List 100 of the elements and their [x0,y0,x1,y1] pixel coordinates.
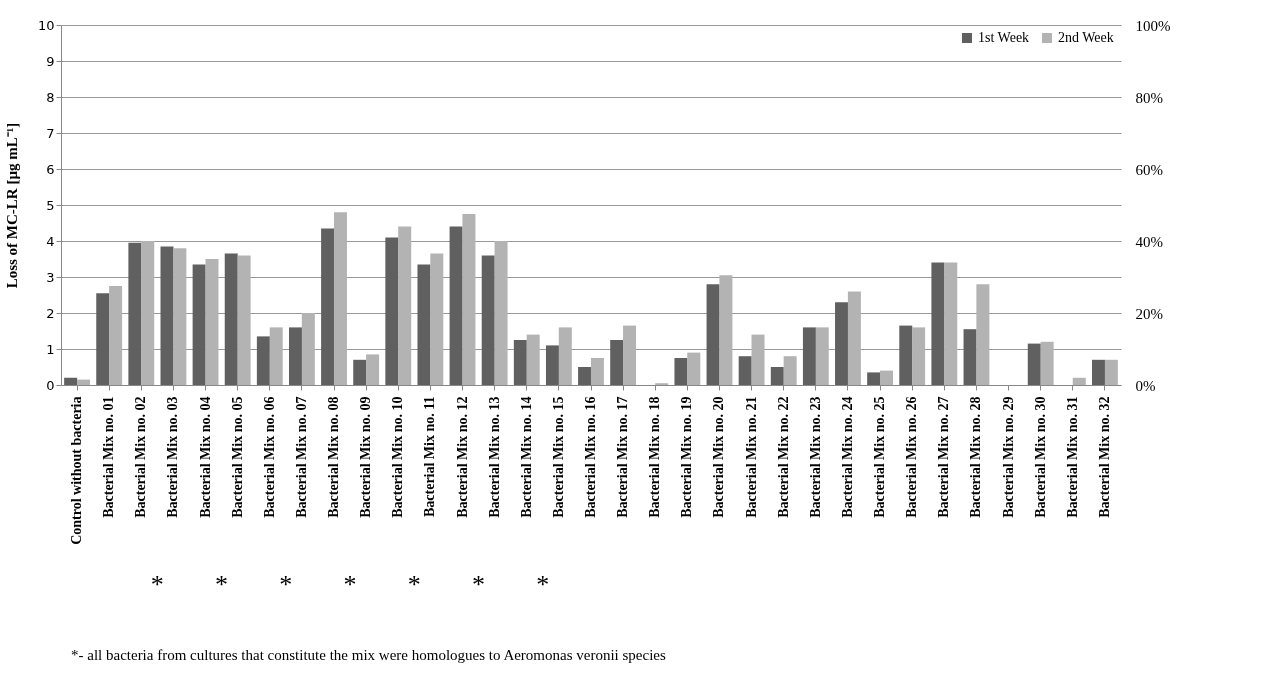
x-tick-label: Bacterial Mix no. 13 [486,396,502,518]
bar [1104,359,1118,385]
legend-label: 1st Week [978,30,1030,45]
text: *- all bacteria from cultures that constitute the mix were homologues to Aeromonas veronii species [71,647,666,663]
y2-tick-label: 20% [1135,305,1163,322]
bar [513,340,527,385]
x-tick-label: Control without bacteria [69,396,85,545]
bar [751,334,765,385]
bar [1027,343,1041,385]
bar [738,356,752,385]
bar [963,329,977,385]
bar [802,327,816,385]
bar [256,336,270,385]
bar [578,367,592,385]
text: * [407,570,421,599]
x-tick-label: Bacterial Mix no. 21 [743,396,759,518]
x-tick-label: Bacterial Mix no. 16 [583,396,598,518]
bar [1040,341,1054,385]
bar [899,325,913,385]
bar [333,212,347,385]
y-tick-label: 9 [46,53,55,69]
x-tick-label: Bacterial Mix no. 22 [775,396,791,518]
y-tick-label: 10 [37,17,55,33]
x-tick-label: Bacterial Mix no. 30 [1032,396,1048,518]
y2-tick-label: 80% [1135,89,1163,106]
legend-label: 2nd Week [1058,30,1114,45]
x-tick-label: Bacterial Mix no. 18 [647,396,663,518]
bar [545,345,559,385]
bar [64,377,78,385]
bar [590,358,604,385]
x-tick-label: Bacterial Mix no. 20 [711,396,727,518]
bar [770,367,784,385]
y-tick-label: 7 [46,125,55,141]
x-tick-label: Bacterial Mix no. 32 [1096,396,1112,518]
y2-tick-label: 100% [1135,17,1171,34]
x-tick-label: Bacterial Mix no. 29 [1000,396,1016,518]
x-tick-label: Bacterial Mix no. 15 [550,396,566,518]
x-tick-label: Bacterial Mix no. 23 [807,396,823,518]
x-tick-label: Bacterial Mix no. 01 [101,396,117,518]
y-axis-title: Loss of MC-LR [µg mL⁻¹] [3,122,20,289]
bar [76,379,90,385]
x-tick-label: Bacterial Mix no. 09 [358,396,374,518]
y-tick-label: 4 [46,233,55,249]
y2-tick-label: 40% [1135,233,1163,250]
bar [931,262,945,385]
text: * [343,570,357,599]
bar [880,370,894,385]
y-tick-label: 6 [46,161,55,177]
bar [96,293,110,385]
x-tick-label: Bacterial Mix no. 07 [293,396,309,518]
bar [623,325,637,385]
text: * [150,570,164,599]
x-tick-label: Bacterial Mix no. 14 [518,396,534,518]
bar [192,264,206,385]
x-tick-label: Bacterial Mix no. 05 [229,396,245,518]
x-tick-label: Bacterial Mix no. 03 [165,396,181,518]
y-tick-label: 1 [46,341,55,357]
y2-tick-label: 0% [1135,377,1156,394]
text: * [472,570,486,599]
bar [1092,359,1106,385]
x-tick-label: Bacterial Mix no. 31 [1064,396,1080,518]
bar [706,284,720,385]
y-tick-label: 8 [46,89,55,105]
x-tick-label: Bacterial Mix no. 25 [872,396,888,518]
y-tick-label: 2 [46,305,55,321]
x-tick-label: Bacterial Mix no. 24 [839,396,855,518]
x-tick-label: Bacterial Mix no. 04 [197,396,213,518]
bar [301,313,315,385]
bar [385,237,399,385]
bar [109,286,123,385]
bar [173,248,187,385]
bar [224,253,238,385]
bar [288,327,302,385]
bar [687,352,701,385]
bar [1072,377,1086,385]
bar [321,228,335,385]
bar [815,327,829,385]
bar [944,262,958,385]
x-tick-label: Bacterial Mix no. 06 [261,396,277,518]
bar [430,253,444,385]
y-tick-label: 5 [46,197,55,213]
x-tick-label: Bacterial Mix no. 19 [679,396,695,518]
bar [141,241,155,385]
x-tick-label: Bacterial Mix no. 27 [936,396,952,518]
x-tick-label: Bacterial Mix no. 08 [326,396,342,518]
bar [366,354,380,385]
text: * [279,570,293,599]
x-tick-label: Bacterial Mix no. 17 [615,396,631,518]
bar [353,359,367,385]
y2-tick-label: 60% [1135,161,1163,178]
x-tick-label: Bacterial Mix no. 28 [968,396,984,518]
bar [160,246,174,385]
text: * [536,570,550,599]
bar [462,214,476,385]
bar [558,327,572,385]
bar [835,302,849,385]
x-tick-label: Bacterial Mix no. 11 [422,396,438,518]
bar [494,241,508,385]
bar [417,264,431,385]
bar [867,372,881,385]
